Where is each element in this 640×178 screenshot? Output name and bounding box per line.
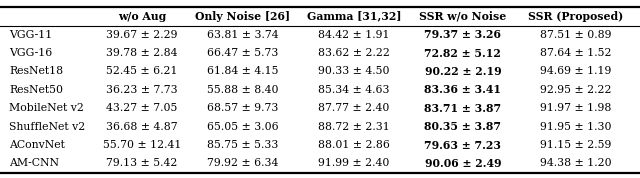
Text: ShuffleNet v2: ShuffleNet v2 bbox=[9, 122, 85, 132]
Text: 61.84 ± 4.15: 61.84 ± 4.15 bbox=[207, 67, 278, 77]
Text: 88.72 ± 2.31: 88.72 ± 2.31 bbox=[318, 122, 390, 132]
Text: SSR (Proposed): SSR (Proposed) bbox=[528, 11, 623, 22]
Text: 36.23 ± 7.73: 36.23 ± 7.73 bbox=[106, 85, 178, 95]
Text: 91.97 ± 1.98: 91.97 ± 1.98 bbox=[540, 103, 611, 113]
Text: 65.05 ± 3.06: 65.05 ± 3.06 bbox=[207, 122, 278, 132]
Text: 79.92 ± 6.34: 79.92 ± 6.34 bbox=[207, 158, 278, 168]
Text: 90.06 ± 2.49: 90.06 ± 2.49 bbox=[424, 158, 501, 169]
Text: AConvNet: AConvNet bbox=[9, 140, 65, 150]
Text: ResNet18: ResNet18 bbox=[9, 67, 63, 77]
Text: 94.38 ± 1.20: 94.38 ± 1.20 bbox=[540, 158, 611, 168]
Text: 36.68 ± 4.87: 36.68 ± 4.87 bbox=[106, 122, 178, 132]
Text: 91.15 ± 2.59: 91.15 ± 2.59 bbox=[540, 140, 611, 150]
Text: 90.22 ± 2.19: 90.22 ± 2.19 bbox=[424, 66, 501, 77]
Text: 83.36 ± 3.41: 83.36 ± 3.41 bbox=[424, 84, 501, 95]
Text: MobileNet v2: MobileNet v2 bbox=[9, 103, 84, 113]
Text: Only Noise [26]: Only Noise [26] bbox=[195, 11, 290, 22]
Text: 55.70 ± 12.41: 55.70 ± 12.41 bbox=[102, 140, 181, 150]
Text: 85.75 ± 5.33: 85.75 ± 5.33 bbox=[207, 140, 278, 150]
Text: 68.57 ± 9.73: 68.57 ± 9.73 bbox=[207, 103, 278, 113]
Text: ResNet50: ResNet50 bbox=[9, 85, 63, 95]
Text: 84.42 ± 1.91: 84.42 ± 1.91 bbox=[318, 30, 390, 40]
Text: 87.51 ± 0.89: 87.51 ± 0.89 bbox=[540, 30, 611, 40]
Text: VGG-16: VGG-16 bbox=[9, 48, 52, 58]
Text: 83.62 ± 2.22: 83.62 ± 2.22 bbox=[318, 48, 390, 58]
Text: 66.47 ± 5.73: 66.47 ± 5.73 bbox=[207, 48, 278, 58]
Text: w/o Aug: w/o Aug bbox=[118, 11, 166, 22]
Text: 85.34 ± 4.63: 85.34 ± 4.63 bbox=[318, 85, 390, 95]
Text: 43.27 ± 7.05: 43.27 ± 7.05 bbox=[106, 103, 177, 113]
Text: 88.01 ± 2.86: 88.01 ± 2.86 bbox=[318, 140, 390, 150]
Text: 94.69 ± 1.19: 94.69 ± 1.19 bbox=[540, 67, 611, 77]
Text: 79.13 ± 5.42: 79.13 ± 5.42 bbox=[106, 158, 177, 168]
Text: 90.33 ± 4.50: 90.33 ± 4.50 bbox=[318, 67, 390, 77]
Text: 39.67 ± 2.29: 39.67 ± 2.29 bbox=[106, 30, 178, 40]
Text: 39.78 ± 2.84: 39.78 ± 2.84 bbox=[106, 48, 178, 58]
Text: 91.95 ± 1.30: 91.95 ± 1.30 bbox=[540, 122, 611, 132]
Text: SSR w/o Noise: SSR w/o Noise bbox=[419, 11, 506, 22]
Text: 72.82 ± 5.12: 72.82 ± 5.12 bbox=[424, 48, 501, 59]
Text: VGG-11: VGG-11 bbox=[9, 30, 52, 40]
Text: 52.45 ± 6.21: 52.45 ± 6.21 bbox=[106, 67, 178, 77]
Text: 55.88 ± 8.40: 55.88 ± 8.40 bbox=[207, 85, 278, 95]
Text: Gamma [31,32]: Gamma [31,32] bbox=[307, 11, 401, 22]
Text: 91.99 ± 2.40: 91.99 ± 2.40 bbox=[318, 158, 390, 168]
Text: 83.71 ± 3.87: 83.71 ± 3.87 bbox=[424, 103, 501, 114]
Text: 92.95 ± 2.22: 92.95 ± 2.22 bbox=[540, 85, 611, 95]
Text: 63.81 ± 3.74: 63.81 ± 3.74 bbox=[207, 30, 278, 40]
Text: 79.37 ± 3.26: 79.37 ± 3.26 bbox=[424, 29, 501, 40]
Text: AM-CNN: AM-CNN bbox=[9, 158, 59, 168]
Text: 87.77 ± 2.40: 87.77 ± 2.40 bbox=[318, 103, 390, 113]
Text: 80.35 ± 3.87: 80.35 ± 3.87 bbox=[424, 121, 501, 132]
Text: 87.64 ± 1.52: 87.64 ± 1.52 bbox=[540, 48, 611, 58]
Text: 79.63 ± 7.23: 79.63 ± 7.23 bbox=[424, 140, 501, 151]
